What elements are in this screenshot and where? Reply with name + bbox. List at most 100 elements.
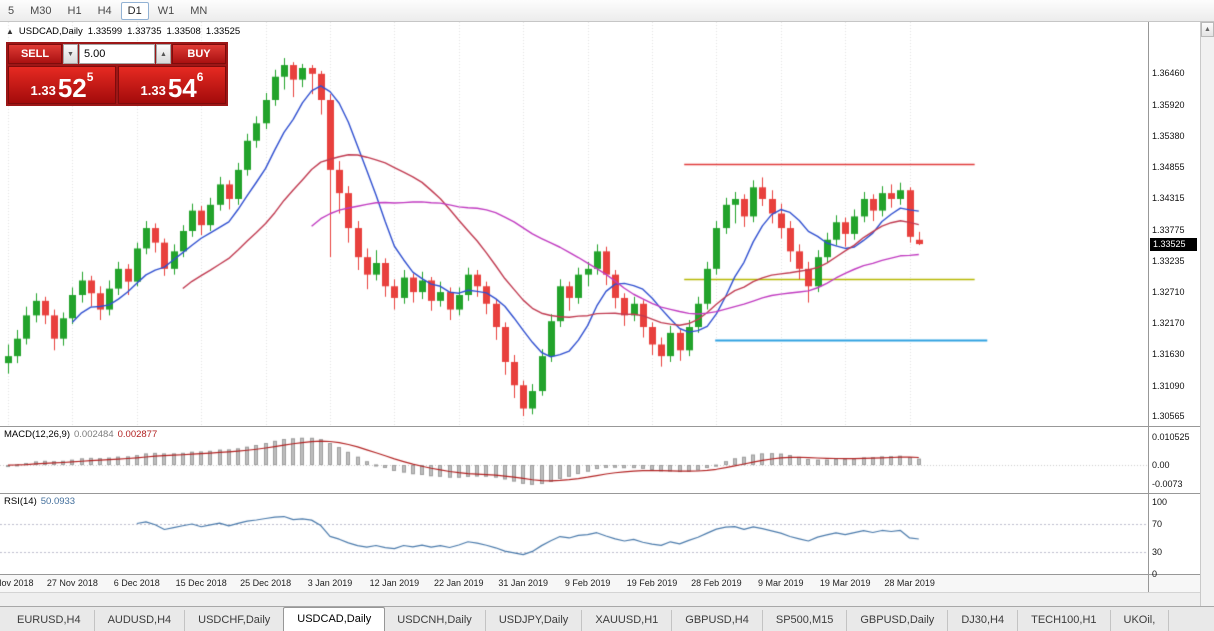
scale-label: -0.0073 [1152, 479, 1183, 490]
date-axis[interactable]: 17 Nov 2018 27 Nov 2018 6 Dec 2018 15 Dec 2… [0, 575, 1148, 592]
scale-label: 1.30565 [1152, 411, 1185, 422]
timeframe-button-w1[interactable]: W1 [157, 4, 175, 17]
rsi-name: RSI(14) [4, 496, 37, 507]
date-label: 15 Dec 2018 [175, 578, 227, 588]
chart-tab-xauusd-h1[interactable]: XAUUSD,H1 [582, 610, 673, 631]
ohlc-close-value: 1.33525 [205, 26, 241, 37]
macd-canvas[interactable] [0, 427, 1148, 493]
chart-tab-ukoil-[interactable]: UKOil, [1111, 610, 1170, 631]
scale-corner [1148, 575, 1200, 592]
ask-pips: 54 [167, 72, 197, 103]
chart-tab-usdcnh-daily[interactable]: USDCNH,Daily [384, 610, 486, 631]
macd-main-value: 0.002484 [74, 429, 114, 440]
rsi-label: RSI(14) 50.0933 [4, 496, 75, 507]
scale-label: 1.34315 [1152, 193, 1185, 204]
macd-signal-value: 0.002877 [117, 429, 158, 440]
chart-tab-gbpusd-h4[interactable]: GBPUSD,H4 [672, 610, 763, 631]
date-label: 6 Dec 2018 [113, 578, 160, 588]
macd-label: MACD(12,26,9) 0.002484 0.002877 [4, 429, 157, 440]
rsi-scale[interactable]: 100 70 30 0 [1148, 494, 1200, 579]
bid-fraction: 5 [86, 70, 94, 84]
timeframe-button-d1[interactable]: D1 [120, 1, 149, 20]
scale-label: 1.35380 [1152, 131, 1185, 142]
date-label: 9 Feb 2019 [564, 578, 611, 588]
chart-symbol-label: USDCAD,Daily [18, 26, 83, 37]
chart-header: ▲ USDCAD,Daily 1.33599 1.33735 1.33508 1… [6, 26, 240, 37]
timeframe-bar: 5 M30 H1 H4 D1 W1 MN [0, 0, 215, 21]
timeframe-button-h4[interactable]: H4 [97, 4, 112, 17]
scale-label: 1.31090 [1152, 380, 1185, 391]
bid-price-display[interactable]: 1.33 52 5 [8, 66, 116, 104]
timeframe-button-5[interactable]: 5 [8, 4, 15, 17]
date-label: 31 Jan 2019 [498, 578, 548, 588]
date-label: 28 Mar 2019 [884, 578, 935, 588]
scale-label: 70 [1152, 518, 1163, 529]
date-label: 9 Mar 2019 [758, 578, 804, 588]
price-chart-panel: ▲ USDCAD,Daily 1.33599 1.33735 1.33508 1… [0, 22, 1148, 426]
bid-prefix: 1.33 [30, 83, 56, 99]
scale-label: 100 [1152, 497, 1168, 507]
chart-tab-sp500-m15[interactable]: SP500,M15 [763, 610, 848, 631]
right-scrollbar[interactable]: ▲ [1200, 22, 1214, 606]
chart-tab-eurusd-h4[interactable]: EURUSD,H4 [4, 610, 95, 631]
sell-button[interactable]: SELL [8, 44, 62, 64]
ohlc-high-value: 1.33735 [127, 26, 162, 37]
chart-tab-bar: EURUSD,H4 AUDUSD,H4 USDCHF,Daily USDCAD,Dai… [0, 606, 1214, 631]
ohlc-low-value: 1.33508 [166, 26, 201, 37]
ask-fraction: 6 [196, 70, 204, 84]
rsi-canvas[interactable] [0, 494, 1148, 574]
volume-increase-button[interactable]: ▲ [156, 44, 171, 64]
volume-decrease-button[interactable]: ▼ [63, 44, 78, 64]
scale-label: 1.31630 [1152, 349, 1185, 360]
ohlc-open-value: 1.33599 [87, 26, 123, 37]
date-label: 19 Feb 2019 [626, 578, 678, 588]
scale-label: 30 [1152, 547, 1163, 558]
panel-resize-divider[interactable] [0, 574, 1200, 575]
chart-tab-audusd-h4[interactable]: AUDUSD,H4 [95, 610, 186, 631]
timeframe-button-m30[interactable]: M30 [30, 4, 52, 17]
rsi-panel: RSI(14) 50.0933 [0, 494, 1148, 574]
timeframe-toolbar: 5 M30 H1 H4 D1 W1 MN [0, 0, 1214, 22]
bid-pips: 52 [57, 72, 87, 103]
scale-label: 1.32710 [1152, 286, 1185, 297]
date-label: 19 Mar 2019 [819, 578, 871, 588]
chart-tab-dj30-h4[interactable]: DJ30,H4 [948, 610, 1019, 631]
price-scale-main[interactable]: 1.33525 1.36460 1.35920 1.35380 1.34855 1.34… [1148, 22, 1200, 426]
timeframe-button-h1[interactable]: H1 [67, 4, 82, 17]
panel-resize-divider[interactable] [0, 426, 1200, 427]
one-click-collapse-icon[interactable]: ▲ [6, 27, 14, 36]
timeframe-button-mn[interactable]: MN [190, 4, 208, 17]
date-label: 17 Nov 2018 [0, 578, 34, 588]
chart-workspace: ▲ USDCAD,Daily 1.33599 1.33735 1.33508 1… [0, 22, 1200, 606]
chart-tab-tech100-h1[interactable]: TECH100,H1 [1018, 610, 1111, 631]
chart-tab-usdjpy-daily[interactable]: USDJPY,Daily [486, 610, 583, 631]
date-label: 25 Dec 2018 [240, 578, 292, 588]
scale-label: 0.00 [1152, 460, 1170, 471]
volume-input[interactable] [79, 44, 155, 64]
scale-label: 0.010525 [1152, 432, 1190, 443]
macd-scale[interactable]: 0.010525 0.00 -0.0073 [1148, 427, 1200, 493]
date-label: 22 Jan 2019 [434, 578, 484, 588]
macd-name: MACD(12,26,9) [4, 429, 70, 440]
scale-label: 1.33775 [1152, 224, 1185, 235]
bottom-filler [0, 592, 1200, 606]
scale-label: 1.34855 [1152, 161, 1185, 172]
panel-resize-divider[interactable] [0, 493, 1200, 494]
date-label: 3 Jan 2019 [307, 578, 353, 588]
chart-tab-usdchf-daily[interactable]: USDCHF,Daily [185, 610, 285, 631]
date-label: 28 Feb 2019 [691, 578, 742, 588]
scale-label: 1.33235 [1152, 255, 1185, 266]
scroll-up-button[interactable]: ▲ [1201, 22, 1214, 37]
scale-label: 0 [1152, 569, 1158, 579]
buy-button[interactable]: BUY [172, 44, 226, 64]
current-price-tag: 1.33525 [1150, 238, 1197, 252]
rsi-value: 50.0933 [40, 496, 76, 507]
ask-prefix: 1.33 [140, 83, 166, 99]
scale-label: 1.35920 [1152, 99, 1185, 110]
ask-price-display[interactable]: 1.33 54 6 [118, 66, 226, 104]
chart-tab-usdcad-daily[interactable]: USDCAD,Daily [283, 607, 386, 631]
macd-panel: MACD(12,26,9) 0.002484 0.002877 [0, 427, 1148, 493]
chart-tab-gbpusd-daily[interactable]: GBPUSD,Daily [847, 610, 949, 631]
